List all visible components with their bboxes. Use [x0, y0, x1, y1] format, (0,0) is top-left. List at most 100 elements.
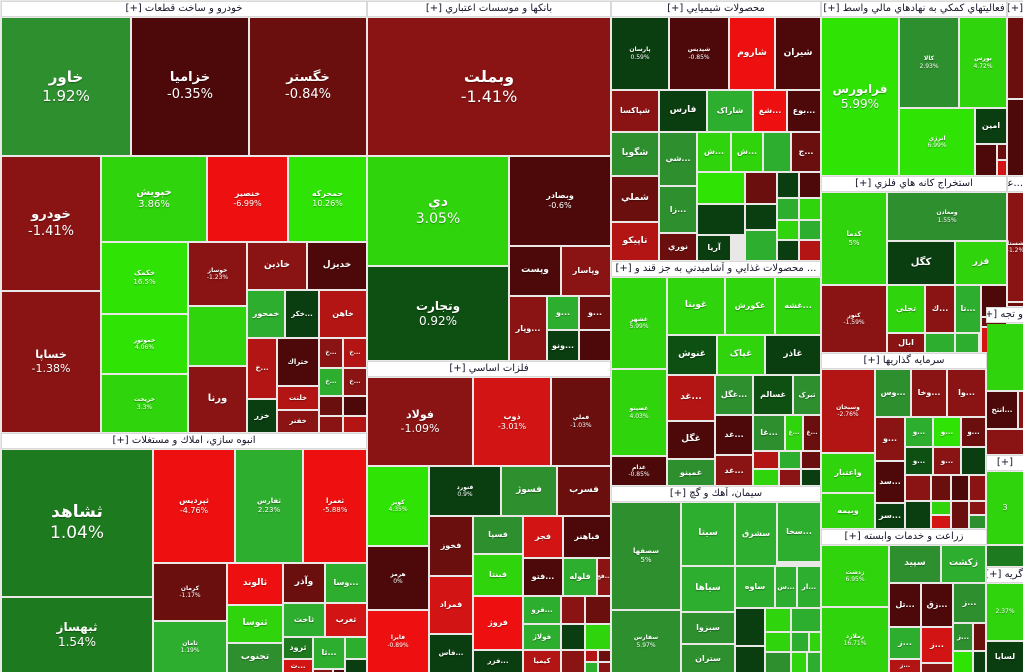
- tile-filler[interactable]: [780, 470, 800, 485]
- stock-tile[interactable]: ...وپار: [510, 297, 546, 360]
- tile-filler[interactable]: [344, 417, 366, 432]
- tile-filler[interactable]: [599, 663, 610, 672]
- tile-filler[interactable]: [932, 476, 950, 500]
- sector-header[interactable]: سرمايه گذاريها [+]: [822, 354, 986, 368]
- stock-tile[interactable]: ...و: [962, 418, 985, 446]
- sector-header[interactable]: [+]: [1008, 2, 1023, 16]
- stock-tile[interactable]: ثامان 1.19%: [154, 622, 226, 672]
- stock-tile[interactable]: لسايا: [987, 642, 1023, 672]
- stock-tile[interactable]: ...انتخ: [987, 392, 1017, 428]
- stock-tile[interactable]: ...ار: [798, 567, 820, 607]
- sector-header[interactable]: فلزات اساسي [+]: [368, 362, 610, 376]
- tile-filler[interactable]: [580, 331, 610, 360]
- stock-tile[interactable]: فزر: [956, 242, 1006, 284]
- tile-filler[interactable]: [987, 546, 1023, 566]
- stock-tile[interactable]: خنصير -6.99%: [208, 157, 287, 241]
- stock-tile[interactable]: وپست: [510, 247, 560, 295]
- tile-filler[interactable]: [808, 653, 820, 672]
- tile-filler[interactable]: [698, 173, 744, 203]
- stock-tile[interactable]: وبيمه: [822, 494, 874, 528]
- stock-tile[interactable]: فرابورس 5.99%: [822, 18, 898, 175]
- tile-filler[interactable]: [320, 397, 342, 415]
- tile-filler[interactable]: [320, 417, 342, 432]
- stock-tile[interactable]: ...زا: [660, 187, 696, 232]
- stock-tile[interactable]: ...ش: [732, 133, 762, 171]
- sector-header[interactable]: زراعت و خدمات وابسته [+]: [822, 530, 986, 544]
- stock-tile[interactable]: خزر: [248, 400, 276, 432]
- sector-header[interactable]: استخراج کانه هاي فلزي [+]: [822, 177, 1006, 191]
- stock-tile[interactable]: کيميا: [524, 651, 560, 672]
- stock-tile[interactable]: ...و: [876, 418, 904, 460]
- sector-header[interactable]: و تجه [+]: [987, 308, 1023, 322]
- stock-tile[interactable]: غاذر: [766, 336, 820, 374]
- stock-tile[interactable]: حمحرکه 10.26%: [289, 157, 366, 241]
- stock-tile[interactable]: ...و: [934, 448, 960, 474]
- tile-filler[interactable]: [746, 205, 776, 229]
- stock-tile[interactable]: امين: [976, 109, 1006, 143]
- stock-tile[interactable]: خوساز -1.23%: [189, 243, 246, 305]
- tile-filler[interactable]: [778, 199, 798, 219]
- tile-filler[interactable]: [802, 452, 820, 468]
- stock-tile[interactable]: ...ك: [926, 286, 954, 332]
- tile-filler[interactable]: [314, 670, 332, 672]
- stock-tile[interactable]: غمينو: [668, 460, 714, 485]
- stock-tile[interactable]: ...خ: [344, 369, 366, 395]
- tile-filler[interactable]: [586, 597, 610, 623]
- tile-filler[interactable]: [346, 638, 366, 658]
- stock-tile[interactable]: فلوله: [564, 559, 596, 595]
- stock-tile[interactable]: ...ز: [954, 584, 985, 622]
- stock-tile[interactable]: ...وس: [876, 370, 910, 416]
- stock-tile[interactable]: خودرو -1.41%: [2, 157, 100, 290]
- tile-filler[interactable]: [970, 476, 985, 500]
- stock-tile[interactable]: خساپا -1.38%: [2, 292, 100, 432]
- stock-tile[interactable]: ...ز: [890, 628, 920, 658]
- stock-tile[interactable]: کگل: [888, 242, 954, 284]
- stock-tile[interactable]: ستران: [682, 645, 734, 672]
- stock-tile[interactable]: وآذر: [284, 564, 324, 602]
- tile-filler[interactable]: [962, 448, 985, 474]
- tile-filler[interactable]: [970, 502, 985, 514]
- tile-filler[interactable]: [698, 205, 744, 234]
- stock-tile[interactable]: پارسان 0.59%: [612, 18, 668, 89]
- stock-tile[interactable]: ابال: [888, 334, 924, 352]
- tile-filler[interactable]: [982, 318, 1006, 326]
- stock-tile[interactable]: غنوش: [668, 336, 716, 374]
- stock-tile[interactable]: ...و: [548, 297, 578, 329]
- stock-tile[interactable]: خزاميا -0.35%: [132, 18, 248, 155]
- stock-tile[interactable]: بورس 4.72%: [960, 18, 1006, 107]
- tile-filler[interactable]: [987, 430, 1023, 454]
- stock-tile[interactable]: تجنوب: [228, 644, 282, 672]
- sector-header[interactable]: سيمان، آهك و گچ [+]: [612, 487, 820, 501]
- stock-tile[interactable]: خاهن: [320, 291, 366, 337]
- tile-filler[interactable]: [926, 334, 954, 352]
- tile-filler[interactable]: [906, 502, 930, 528]
- stock-tile[interactable]: ...و: [934, 418, 960, 446]
- stock-tile[interactable]: تاپيکو: [612, 223, 658, 260]
- sector-header[interactable]: فعاليتهاي کمکي به نهادهاي مالي واسط [+]: [822, 2, 1006, 16]
- tile-filler[interactable]: [346, 660, 366, 672]
- tile-filler[interactable]: [802, 470, 820, 485]
- stock-tile[interactable]: ثغرب: [326, 604, 366, 636]
- stock-tile[interactable]: کنور -1.59%: [822, 286, 886, 352]
- stock-tile[interactable]: ...غ: [786, 416, 802, 450]
- stock-tile[interactable]: فارس: [660, 91, 706, 131]
- sector-header[interactable]: ...عتي [+]: [1008, 177, 1023, 191]
- stock-tile[interactable]: آريا: [698, 236, 730, 260]
- stock-tile[interactable]: ورنا: [189, 367, 246, 432]
- stock-tile[interactable]: ...تا: [956, 286, 980, 332]
- stock-tile[interactable]: نوري: [660, 234, 696, 260]
- stock-tile[interactable]: ...شغ: [754, 91, 786, 131]
- stock-tile[interactable]: سياها: [682, 567, 734, 611]
- sector-header[interactable]: بانکها و موسسات اعتباري [+]: [368, 2, 610, 16]
- stock-tile[interactable]: ...ش: [698, 133, 730, 171]
- stock-tile[interactable]: ...غگل: [716, 376, 752, 414]
- stock-tile[interactable]: ثفارس 2.23%: [236, 450, 302, 562]
- stock-tile[interactable]: وسبحان -2.76%: [822, 370, 874, 452]
- stock-tile[interactable]: زدشت 6.95%: [822, 546, 888, 606]
- stock-tile[interactable]: غسالم: [754, 376, 792, 414]
- tile-filler[interactable]: [952, 502, 968, 528]
- stock-tile[interactable]: ...سد: [876, 462, 904, 502]
- stock-tile[interactable]: ثنوسا: [228, 606, 282, 642]
- stock-tile[interactable]: ...وسا: [326, 564, 366, 602]
- stock-tile[interactable]: فسپا: [474, 517, 522, 553]
